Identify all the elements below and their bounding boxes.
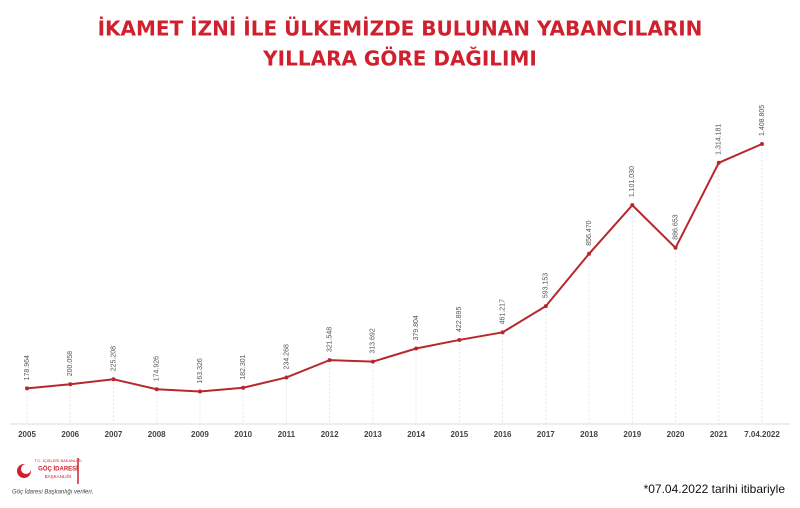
x-tick-label: 2021 [710,430,728,439]
x-tick-label: 2016 [494,430,512,439]
data-point [327,358,332,363]
value-label: 856.470 [586,220,593,245]
data-point [154,387,159,392]
x-tick-label: 2018 [580,430,598,439]
data-point [587,251,592,256]
x-tick-label: 2017 [537,430,555,439]
value-label: 234.268 [283,344,290,369]
x-tick-label: 2020 [667,430,685,439]
value-label: 174.926 [154,356,161,381]
x-tick-label: 2011 [278,430,296,439]
value-label: 593.153 [543,273,550,298]
data-point [111,377,116,382]
x-tick-label: 2014 [407,430,425,439]
value-label: 225.208 [110,346,117,371]
value-label: 1.101.030 [629,166,636,197]
value-label: 182.301 [240,354,247,379]
data-point [457,337,462,342]
data-point [25,386,29,391]
value-label: 313.692 [370,328,377,353]
value-label: 886.653 [672,214,679,239]
value-label: 200.058 [67,351,74,376]
data-point [760,142,764,146]
value-label: 1.408.805 [759,105,766,136]
data-point [241,385,246,390]
data-point [414,346,419,351]
x-tick-label: 2019 [623,430,641,439]
x-tick-label: 2009 [191,430,209,439]
x-tick-label: 2010 [234,430,252,439]
logo-name: BAŞKANLIĞI [45,473,72,479]
value-label: 461.217 [499,299,506,324]
chart-title: İKAMET İZNİ İLE ÜLKEMİZDE BULUNAN YABANC… [98,17,703,41]
data-point [673,245,678,250]
x-tick-label: 2013 [364,430,382,439]
value-label: 1.314.181 [716,124,723,155]
x-tick-label: 2008 [148,430,166,439]
logo-name: GÖÇ İDARESİ [38,466,78,473]
x-tick-label: 7.04.2022 [744,430,780,439]
x-tick-label: 2006 [61,430,79,439]
data-point [716,160,721,165]
logo-icon [21,464,31,474]
data-point [370,359,375,364]
logo-ministry: T.C. İÇİŞLERİ BAKANLIĞI [34,458,81,463]
value-label: 422.895 [456,307,463,332]
x-tick-label: 2015 [450,430,468,439]
value-label: 163.326 [197,358,204,383]
value-label: 178.964 [24,355,31,380]
value-label: 321.548 [326,327,333,352]
source-note: Göç İdaresi Başkanlığı verileri. [12,489,93,496]
data-point [197,389,202,394]
logo: T.C. İÇİŞLERİ BAKANLIĞI GÖÇ İDARESİ BAŞK… [12,458,93,496]
data-point [630,203,635,208]
data-point [68,382,73,387]
footnote: *07.04.2022 tarihi itibariyle [644,482,786,496]
data-line [26,143,763,393]
value-label: 379.804 [413,315,420,340]
chart-title: YILLARA GÖRE DAĞILIMI [262,47,537,71]
data-point [284,375,289,380]
data-point [500,330,505,335]
x-tick-label: 2012 [321,430,339,439]
data-point [543,304,548,309]
x-tick-label: 2007 [105,430,123,439]
x-tick-label: 2005 [18,430,36,439]
